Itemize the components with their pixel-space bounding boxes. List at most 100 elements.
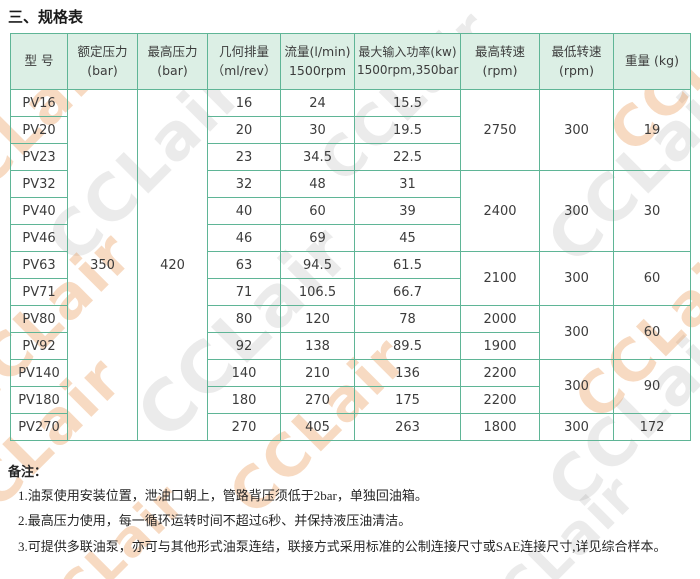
header-line: （ml/rev） [211, 62, 277, 78]
page-title: 三、规格表 [8, 10, 84, 26]
cell-flow: 405 [280, 413, 355, 441]
cell-displacement: 40 [207, 197, 281, 225]
cell-model: PV32 [10, 170, 68, 198]
cell-power: 66.7 [354, 278, 461, 306]
col-header-rated-pressure: 额定压力 (bar) [67, 33, 138, 90]
cell-weight: 60 [613, 305, 691, 360]
cell-rated-pressure: 350 [67, 89, 138, 441]
cell-weight: 60 [613, 251, 691, 306]
cell-displacement: 46 [207, 224, 281, 252]
cell-weight: 30 [613, 170, 691, 252]
table-row: PV71 71 106.5 66.7 [10, 278, 691, 306]
cell-displacement: 63 [207, 251, 281, 279]
header-line: 几何排量 [218, 44, 269, 60]
cell-min-speed: 300 [539, 251, 614, 306]
cell-model: PV140 [10, 359, 68, 387]
table-row: PV46 46 69 45 [10, 224, 691, 252]
cell-power: 45 [354, 224, 461, 252]
table-row: PV32 32 48 31 2400 300 30 [10, 170, 691, 252]
cell-displacement: 140 [207, 359, 281, 387]
header-line: 额定压力 [77, 44, 128, 60]
cell-max-speed: 1800 [460, 413, 540, 441]
cell-min-speed: 300 [539, 359, 614, 414]
cell-displacement: 92 [207, 332, 281, 360]
cell-power: 39 [354, 197, 461, 225]
cell-model: PV180 [10, 386, 68, 414]
cell-displacement: 71 [207, 278, 281, 306]
header-line: 最高压力 [147, 44, 198, 60]
cell-power: 19.5 [354, 116, 461, 144]
cell-flow: 60 [280, 197, 355, 225]
col-header-flow: 流量(l/min) 1500rpm [280, 33, 355, 90]
cell-max-speed: 2200 [460, 386, 540, 414]
cell-power: 136 [354, 359, 461, 387]
table-row: PV23 23 34.5 22.5 [10, 143, 691, 171]
header-line: (bar) [157, 62, 188, 78]
cell-model: PV63 [10, 251, 68, 279]
cell-flow: 106.5 [280, 278, 355, 306]
cell-model: PV92 [10, 332, 68, 360]
cell-displacement: 16 [207, 89, 281, 117]
cell-weight: 19 [613, 89, 691, 171]
cell-model: PV270 [10, 413, 68, 441]
cell-power: 61.5 [354, 251, 461, 279]
cell-flow: 34.5 [280, 143, 355, 171]
cell-max-speed: 2750 [460, 89, 540, 171]
table-row: PV20 20 30 19.5 [10, 116, 691, 144]
cell-flow: 69 [280, 224, 355, 252]
header-line: (rpm) [482, 62, 518, 78]
cell-max-speed: 2200 [460, 359, 540, 387]
cell-displacement: 80 [207, 305, 281, 333]
table-row: PV63 63 94.5 61.5 2100 300 60 [10, 251, 691, 306]
col-header-min-speed: 最低转速 (rpm) [539, 33, 614, 90]
cell-model: PV16 [10, 89, 68, 117]
cell-displacement: 32 [207, 170, 281, 198]
note-item: 3.可提供多联油泵，亦可与其他形式油泵连结，联接方式采用标准的公制连接尺寸或SA… [18, 538, 667, 554]
table-row: PV140 140 210 136 2200 300 90 [10, 359, 691, 414]
cell-max-speed: 1900 [460, 332, 540, 360]
col-header-max-speed: 最高转速 (rpm) [460, 33, 540, 90]
header-line: 流量(l/min) [284, 44, 351, 60]
header-line: (rpm) [558, 62, 594, 78]
header-line: 重量 (kg) [625, 53, 679, 69]
notes-section: 备注： 1.油泵使用安装位置，泄油口朝上，管路背压须低于2bar，单独回油箱。 … [8, 461, 700, 555]
col-header-max-input-power: 最大输入功率(kw) 1500rpm,350bar [354, 33, 461, 90]
cell-max-speed: 2100 [460, 251, 540, 306]
cell-model: PV20 [10, 116, 68, 144]
header-line: 1500rpm,350bar [357, 62, 459, 77]
cell-min-speed: 300 [539, 305, 614, 360]
cell-displacement: 20 [207, 116, 281, 144]
header-line: (bar) [87, 62, 118, 78]
header-line: 最大输入功率(kw) [358, 45, 457, 60]
table-row: PV40 40 60 39 [10, 197, 691, 225]
cell-weight: 90 [613, 359, 691, 414]
table-row: PV180 180 270 175 2200 [10, 386, 691, 414]
cell-power: 263 [354, 413, 461, 441]
cell-flow: 48 [280, 170, 355, 198]
cell-power: 31 [354, 170, 461, 198]
cell-flow: 270 [280, 386, 355, 414]
cell-displacement: 180 [207, 386, 281, 414]
col-header-weight: 重量 (kg) [613, 33, 691, 90]
cell-model: PV71 [10, 278, 68, 306]
cell-flow: 94.5 [280, 251, 355, 279]
cell-flow: 120 [280, 305, 355, 333]
cell-flow: 24 [280, 89, 355, 117]
table-header-row: 型 号 额定压力 (bar) 最高压力 (bar) 几何排量 （ml/rev） 流量(… [10, 33, 691, 90]
col-header-max-pressure: 最高压力 (bar) [137, 33, 208, 90]
cell-power: 78 [354, 305, 461, 333]
cell-displacement: 23 [207, 143, 281, 171]
cell-weight: 172 [613, 413, 691, 441]
cell-max-speed: 2400 [460, 170, 540, 252]
table-row: PV16 350 420 16 24 15.5 2750 300 19 [10, 89, 691, 441]
header-line: 1500rpm [288, 62, 347, 78]
note-item: 1.油泵使用安装位置，泄油口朝上，管路背压须低于2bar，单独回油箱。 [18, 488, 428, 503]
cell-model: PV80 [10, 305, 68, 333]
cell-displacement: 270 [207, 413, 281, 441]
cell-flow: 138 [280, 332, 355, 360]
col-header-model: 型 号 [10, 33, 68, 90]
header-line: 最低转速 [551, 44, 602, 60]
cell-flow: 30 [280, 116, 355, 144]
cell-flow: 210 [280, 359, 355, 387]
